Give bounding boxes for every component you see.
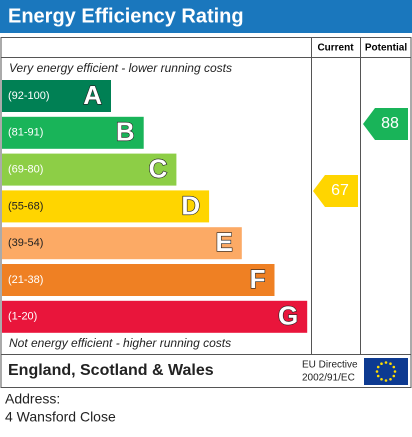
eu-star	[376, 374, 380, 378]
directive: EU Directive	[302, 360, 358, 371]
band-letter: A	[83, 80, 102, 110]
band-letter: B	[116, 117, 135, 147]
frame	[0, 37, 412, 388]
eu-star	[392, 365, 396, 369]
band-bar	[2, 80, 111, 112]
band-bar	[2, 153, 177, 186]
eu-star	[380, 362, 383, 366]
band-bar	[2, 190, 210, 223]
eu-star	[375, 370, 379, 373]
band-letter: E	[215, 227, 232, 257]
band-bar	[2, 300, 308, 333]
eu-star	[380, 377, 383, 381]
band-letter: C	[149, 153, 168, 183]
band-range: (92-100)	[8, 90, 50, 102]
region: England, Scotland & Wales	[8, 362, 214, 379]
band-letter: D	[181, 190, 200, 220]
band-range: (81-91)	[8, 127, 43, 139]
band-range: (69-80)	[8, 164, 43, 176]
band-letter: G	[278, 301, 298, 331]
potential-value: 88	[381, 115, 399, 132]
eu-star	[376, 365, 380, 369]
band-range: (55-68)	[8, 200, 43, 212]
eu-star	[389, 377, 392, 381]
band-letter: F	[250, 264, 266, 294]
title: Energy Efficiency Rating	[8, 5, 244, 27]
band-range: (39-54)	[8, 237, 43, 249]
band-bar	[2, 227, 242, 260]
address-label: Address:	[5, 391, 60, 407]
eu-star	[384, 379, 388, 382]
eu-star	[384, 361, 388, 364]
eu-star	[392, 374, 396, 378]
potential-arrow	[363, 108, 408, 140]
title-bar	[0, 0, 412, 33]
address-value: 4 Wansford Close	[5, 409, 116, 425]
eu-star	[389, 362, 392, 366]
band-bar	[2, 116, 144, 149]
current-value: 67	[331, 182, 349, 199]
band-bar	[2, 264, 275, 296]
band-range: (1-20)	[8, 311, 37, 323]
current-header: Current	[317, 43, 354, 54]
bottom-note: Not energy efficient - higher running co…	[9, 336, 231, 350]
band-range: (21-38)	[8, 274, 43, 286]
eu-star	[393, 370, 397, 373]
directive-code: 2002/91/EC	[302, 373, 355, 384]
potential-header: Potential	[365, 43, 407, 54]
top-note: Very energy efficient - lower running co…	[9, 61, 232, 75]
current-arrow	[313, 175, 358, 207]
